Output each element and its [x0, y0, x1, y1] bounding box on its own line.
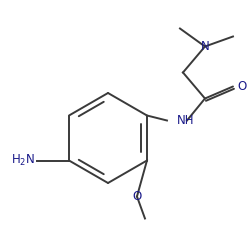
Text: H$_2$N: H$_2$N [11, 153, 35, 168]
Text: N: N [200, 40, 208, 53]
Text: O: O [236, 80, 245, 93]
Text: NH: NH [176, 114, 194, 127]
Text: O: O [132, 190, 141, 203]
